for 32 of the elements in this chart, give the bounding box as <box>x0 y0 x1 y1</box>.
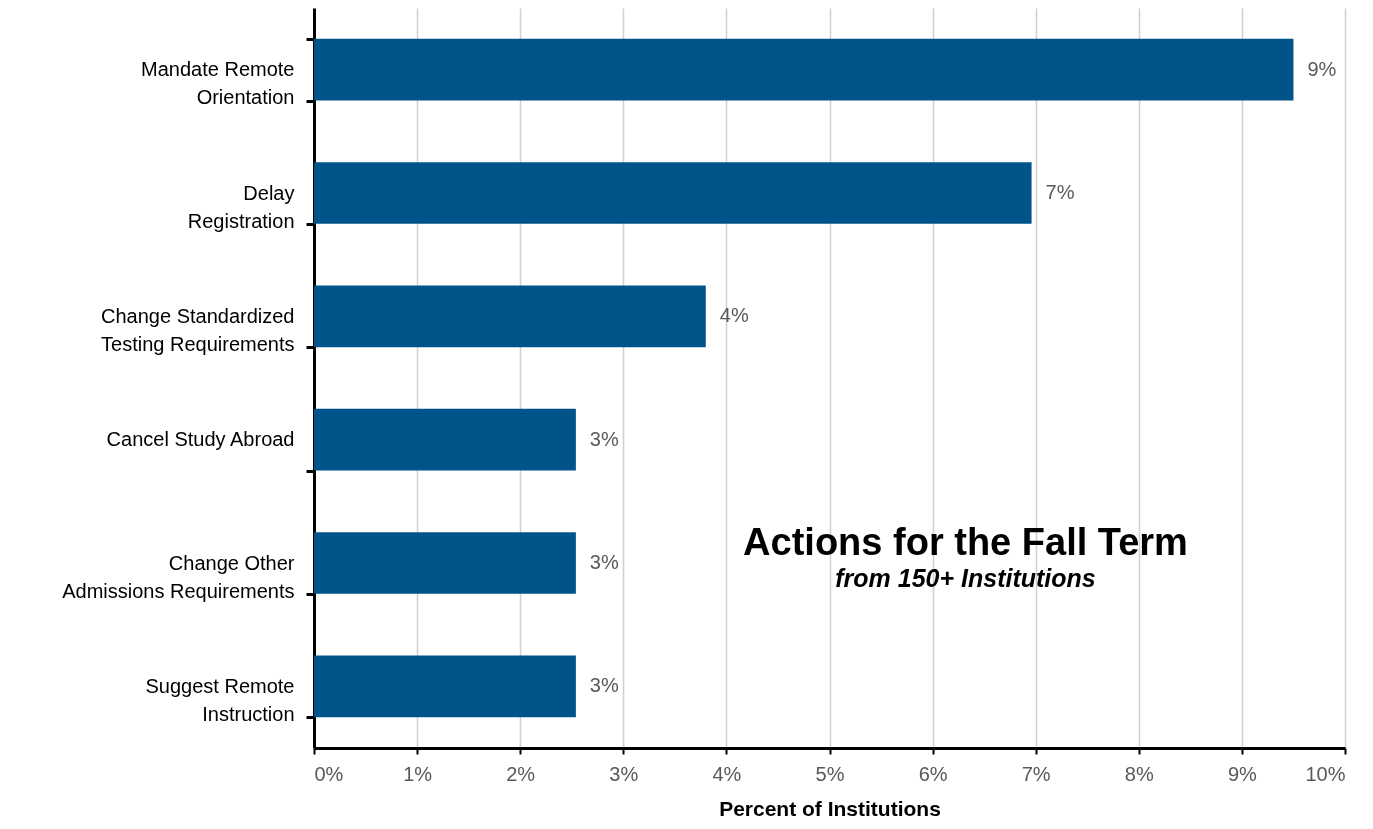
x-tick-label: 7% <box>1021 762 1051 785</box>
x-tick-label: 0% <box>314 762 344 785</box>
y-tick-label: Cancel Study Abroad <box>106 428 295 451</box>
data-label: 7% <box>1045 181 1075 203</box>
y-tick-label: Suggest Remote Instruction <box>145 674 295 725</box>
x-axis-title: Percent of Institutions <box>719 796 941 820</box>
x-tick-label: 6% <box>918 762 948 785</box>
bar <box>314 285 706 348</box>
text: from 150+ Institutions <box>835 564 1096 592</box>
y-tick-label: Change Other Admissions Requirements <box>62 551 295 602</box>
x-tick-label: 2% <box>506 762 536 785</box>
x-tick-label: 1% <box>403 762 433 785</box>
x-tick-label: 5% <box>815 762 845 785</box>
y-tick-label: Delay Registration <box>187 181 295 232</box>
data-label: 3% <box>589 674 619 697</box>
data-label: 3% <box>589 551 619 573</box>
x-tick-label: 10% <box>1305 762 1346 785</box>
y-tick-label: Change Standardized Testing Requirements <box>101 304 295 355</box>
bar <box>314 408 576 471</box>
x-tick-label: 8% <box>1124 762 1154 785</box>
y-tick-label: Mandate Remote Orientation <box>141 58 295 109</box>
data-label: 4% <box>719 304 749 327</box>
text: Actions for the Fall Term <box>743 521 1188 563</box>
bar <box>314 532 576 594</box>
bar <box>314 38 1294 101</box>
x-tick-label: 3% <box>609 762 639 785</box>
bar <box>314 655 576 718</box>
bar <box>314 162 1032 224</box>
data-label: 3% <box>589 427 619 450</box>
x-tick-label: 9% <box>1227 762 1258 785</box>
data-label: 9% <box>1307 57 1337 80</box>
x-tick-label: 4% <box>712 762 742 785</box>
